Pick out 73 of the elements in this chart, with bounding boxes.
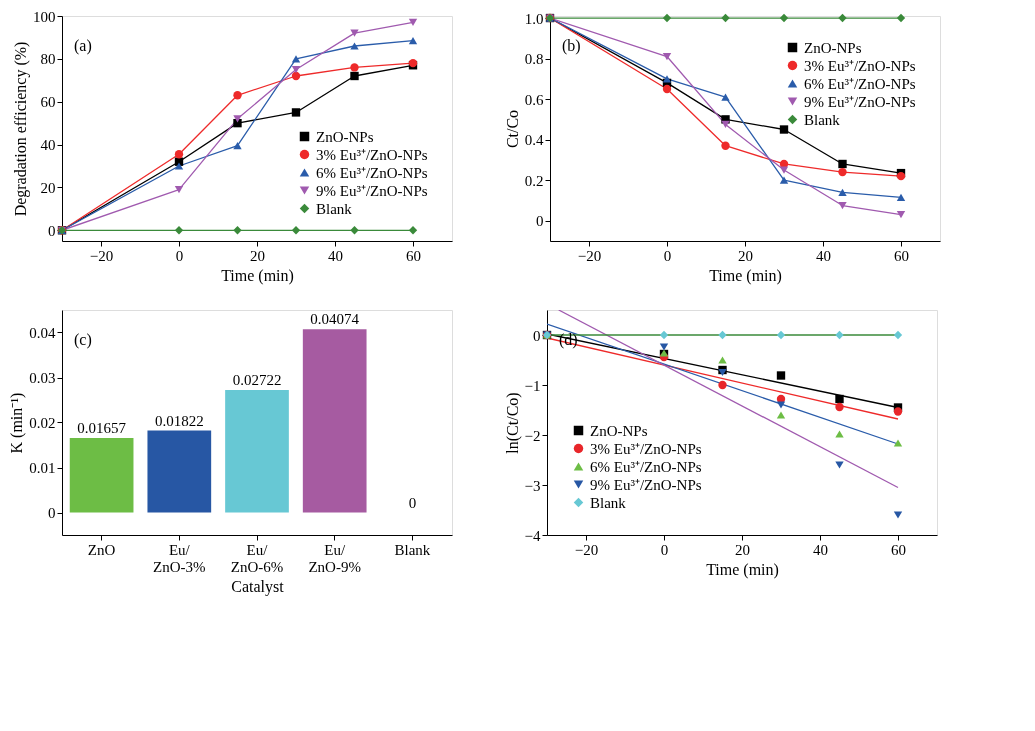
y-tick-label: 1.0 xyxy=(524,10,544,27)
y-tick-label: −2 xyxy=(524,427,541,444)
annotation: (b) xyxy=(562,37,581,55)
annotation: (a) xyxy=(74,37,92,55)
x-tick-label: Eu/ ZnO-6% xyxy=(230,541,284,575)
x-tick-label: 0 xyxy=(663,247,672,264)
x-tick-label: 40 xyxy=(816,247,831,264)
y-tick-label: 60 xyxy=(40,94,56,111)
x-tick-label: −20 xyxy=(577,247,602,264)
x-tick-label: 20 xyxy=(735,541,750,558)
x-tick-label: −20 xyxy=(574,541,599,558)
legend-label: 3% Eu³⁺/ZnO-NPs xyxy=(316,146,428,163)
data-label: 0.04074 xyxy=(310,311,360,328)
y-tick-label: 0.03 xyxy=(29,370,56,386)
y-tick-label: 0.02 xyxy=(29,415,56,431)
x-tick-label: 0 xyxy=(660,541,669,558)
x-tick-label: 20 xyxy=(250,247,265,264)
x-tick-label: 60 xyxy=(406,247,421,264)
legend-label: 9% Eu³⁺/ZnO-NPs xyxy=(590,476,702,493)
x-tick-label: Eu/ ZnO-9% xyxy=(308,541,361,575)
y-tick-label: 0 xyxy=(536,213,544,230)
legend-label: 9% Eu³⁺/ZnO-NPs xyxy=(316,182,428,199)
legend-label: ZnO-NPs xyxy=(804,39,862,56)
y-tick-label: 40 xyxy=(40,137,56,154)
data-label: 0.01822 xyxy=(154,412,204,429)
data-label: 0 xyxy=(408,494,417,511)
data-label: 0.02722 xyxy=(232,372,282,389)
y-tick-label: 100 xyxy=(33,8,56,25)
x-tick-label: 40 xyxy=(328,247,343,264)
y-axis-title: Degradation efficiency (%) xyxy=(12,41,30,217)
annotation: (c) xyxy=(74,331,92,349)
legend-label: ZnO-NPs xyxy=(316,128,374,145)
legend-label: ZnO-NPs xyxy=(590,422,648,439)
y-tick-label: 0.04 xyxy=(29,325,56,341)
y-tick-label: −1 xyxy=(524,377,541,394)
legend-label: 3% Eu³⁺/ZnO-NPs xyxy=(590,440,702,457)
y-tick-label: 80 xyxy=(40,51,56,68)
y-tick-label: 0.6 xyxy=(524,91,544,108)
x-tick-label: Eu/ ZnO-3% xyxy=(153,541,206,575)
legend-label: 3% Eu³⁺/ZnO-NPs xyxy=(804,57,916,74)
legend-label: Blank xyxy=(316,200,353,217)
y-tick-label: 0 xyxy=(533,327,541,344)
y-tick-label: 0.01 xyxy=(29,460,56,476)
legend-label: 6% Eu³⁺/ZnO-NPs xyxy=(590,458,702,475)
y-tick-label: −4 xyxy=(524,527,541,544)
y-tick-label: 0 xyxy=(48,505,56,521)
y-axis-title: ln(Ct/Co) xyxy=(503,392,522,454)
x-tick-label: 20 xyxy=(738,247,753,264)
x-axis-title: Catalyst xyxy=(231,577,285,596)
x-axis-title: Time (min) xyxy=(709,266,782,285)
y-axis-title: K (min⁻¹) xyxy=(8,392,27,454)
x-tick-label: −20 xyxy=(89,247,114,264)
x-tick-label: 40 xyxy=(813,541,828,558)
legend-label: 6% Eu³⁺/ZnO-NPs xyxy=(804,75,916,92)
data-label: 0.01657 xyxy=(77,419,127,436)
y-tick-label: 0.4 xyxy=(524,132,544,149)
legend-label: 9% Eu³⁺/ZnO-NPs xyxy=(804,93,916,110)
legend-label: Blank xyxy=(804,111,841,128)
y-axis-title: Ct/Co xyxy=(503,109,521,149)
x-axis-title: Time (min) xyxy=(221,266,294,285)
x-tick-label: ZnO xyxy=(87,541,116,558)
x-tick-label: 0 xyxy=(175,247,184,264)
y-tick-label: 0.2 xyxy=(524,172,544,189)
y-tick-label: 0.8 xyxy=(524,51,544,68)
legend-label: 6% Eu³⁺/ZnO-NPs xyxy=(316,164,428,181)
legend-label: Blank xyxy=(590,494,627,511)
x-tick-label: Blank xyxy=(394,541,431,558)
y-tick-label: 0 xyxy=(48,222,56,239)
x-axis-title: Time (min) xyxy=(706,560,779,579)
x-tick-label: 60 xyxy=(891,541,906,558)
x-tick-label: 60 xyxy=(894,247,909,264)
y-tick-label: 20 xyxy=(40,179,56,196)
y-tick-label: −3 xyxy=(524,477,541,494)
